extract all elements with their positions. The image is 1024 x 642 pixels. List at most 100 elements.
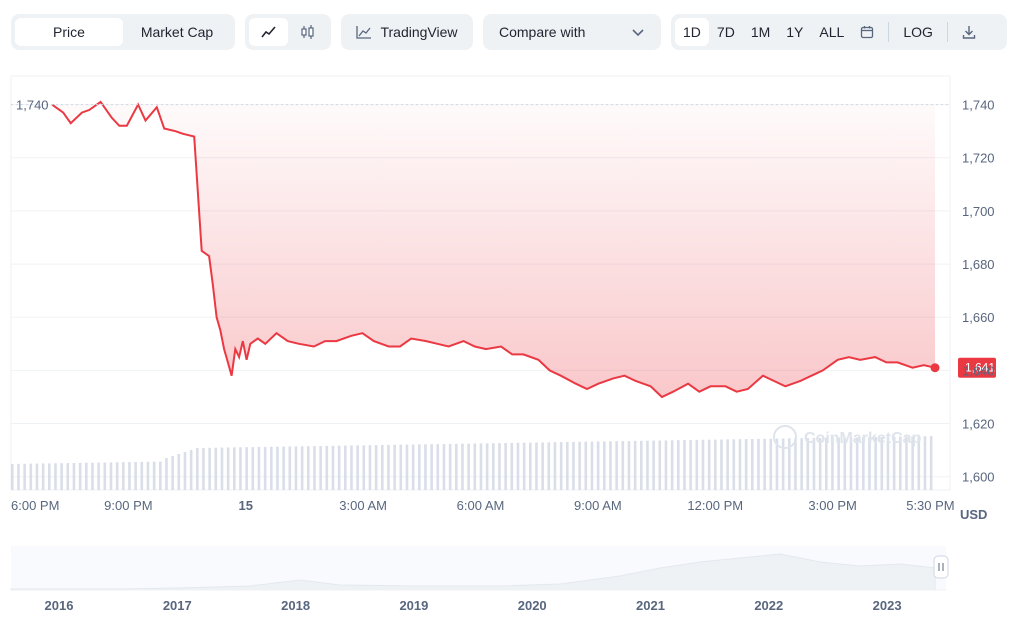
volume-bar bbox=[781, 438, 785, 490]
volume-bar bbox=[609, 441, 612, 490]
volume-bar bbox=[140, 461, 144, 490]
volume-bar bbox=[319, 446, 322, 490]
volume-bar bbox=[763, 438, 766, 490]
volume-bar bbox=[640, 440, 643, 490]
y-tick-label: 1,620 bbox=[962, 417, 995, 432]
tradingview-button[interactable]: TradingView bbox=[341, 14, 473, 50]
volume-bar bbox=[418, 444, 421, 490]
volume-bar bbox=[541, 442, 544, 490]
volume-bar bbox=[109, 462, 113, 490]
volume-bar bbox=[529, 442, 532, 490]
volume-bar bbox=[233, 447, 236, 490]
volume-bar bbox=[603, 441, 606, 490]
volume-bar bbox=[615, 441, 618, 490]
volume-bar bbox=[220, 447, 224, 490]
volume-bar bbox=[911, 436, 914, 490]
volume-bar bbox=[251, 447, 255, 490]
volume-bar bbox=[627, 441, 631, 490]
current-price-dot bbox=[930, 363, 940, 373]
volume-bar bbox=[313, 446, 316, 490]
volume-bar bbox=[282, 446, 285, 490]
volume-bar bbox=[886, 436, 890, 490]
volume-bar bbox=[436, 444, 440, 490]
volume-bar bbox=[72, 463, 76, 490]
compare-with-label: Compare with bbox=[499, 24, 586, 40]
line-chart-icon bbox=[260, 26, 276, 38]
volume-bar bbox=[270, 446, 273, 490]
volume-bar bbox=[492, 443, 495, 490]
line-chart-button[interactable] bbox=[249, 18, 288, 46]
y-tick-label: 1,700 bbox=[962, 204, 995, 219]
y-tick-label: 1,600 bbox=[962, 470, 995, 485]
volume-bar bbox=[825, 437, 828, 490]
range-1y-button[interactable]: 1Y bbox=[786, 24, 804, 40]
volume-bar bbox=[214, 447, 218, 490]
volume-bar bbox=[788, 438, 791, 490]
x-tick-label: 9:00 PM bbox=[104, 498, 152, 513]
volume-bar bbox=[350, 445, 353, 490]
volume-bar bbox=[621, 441, 625, 490]
volume-bar bbox=[664, 440, 668, 490]
volume-bar bbox=[572, 441, 575, 490]
volume-bar bbox=[695, 439, 699, 490]
volume-bar bbox=[146, 461, 150, 490]
x-tick-label: 6:00 PM bbox=[11, 498, 59, 513]
volume-bar bbox=[374, 445, 378, 490]
log-scale-button[interactable]: LOG bbox=[903, 24, 933, 40]
market-cap-tab[interactable]: Market Cap bbox=[140, 24, 214, 40]
volume-bar bbox=[399, 444, 403, 490]
volume-bar bbox=[411, 444, 415, 490]
volume-bar bbox=[683, 440, 686, 490]
compare-with-dropdown[interactable]: Compare with bbox=[483, 14, 661, 50]
volume-bar bbox=[368, 445, 372, 490]
range-1d-button[interactable]: 1D bbox=[675, 18, 709, 46]
volume-bars bbox=[11, 436, 933, 490]
y-tick-label: 1,660 bbox=[962, 310, 995, 325]
volume-bar bbox=[48, 463, 51, 490]
volume-bar bbox=[134, 462, 137, 490]
volume-bar bbox=[578, 441, 581, 490]
range-7d-button[interactable]: 7D bbox=[716, 24, 735, 40]
chevron-down-icon bbox=[632, 29, 644, 37]
volume-bar bbox=[553, 442, 557, 490]
volume-bar bbox=[122, 462, 125, 490]
volume-bar bbox=[707, 439, 711, 490]
volume-bar bbox=[239, 447, 242, 490]
volume-bar bbox=[812, 438, 816, 490]
volume-bar bbox=[23, 463, 26, 490]
date-range-button[interactable] bbox=[852, 18, 882, 46]
download-button[interactable] bbox=[954, 18, 984, 46]
watermark: CoinMarketCap bbox=[773, 425, 922, 449]
candlestick-chart-button[interactable] bbox=[288, 18, 327, 46]
x-tick-label: 5:30 PM bbox=[906, 498, 954, 513]
volume-bar bbox=[720, 439, 723, 490]
navigator-year-label: 2016 bbox=[45, 598, 74, 613]
volume-bar bbox=[899, 436, 902, 490]
navigator-chart[interactable]: 2016 2017 2018 2019 2020 2021 2022 2023 bbox=[0, 540, 1024, 640]
volume-bar bbox=[862, 437, 865, 490]
x-tick-label: 12:00 PM bbox=[687, 498, 743, 513]
navigator-year-label: 2017 bbox=[163, 598, 192, 613]
candlestick-icon bbox=[300, 25, 314, 39]
x-tick-label: 3:00 PM bbox=[808, 498, 856, 513]
volume-bar bbox=[41, 463, 45, 490]
chart-type-toggle bbox=[245, 14, 331, 50]
range-1m-button[interactable]: 1M bbox=[750, 24, 771, 40]
volume-bar bbox=[29, 463, 33, 490]
volume-bar bbox=[405, 444, 409, 490]
y-tick-label: 1,740 bbox=[962, 98, 995, 113]
volume-bar bbox=[880, 436, 884, 490]
navigator-handle[interactable] bbox=[933, 555, 949, 579]
price-tab[interactable]: Price bbox=[15, 18, 123, 46]
volume-bar bbox=[794, 438, 797, 490]
calendar-icon bbox=[861, 26, 874, 39]
volume-bar bbox=[831, 437, 834, 490]
volume-bar bbox=[461, 443, 464, 490]
current-price-text: 1,641 bbox=[965, 361, 995, 375]
volume-bar bbox=[590, 441, 594, 490]
volume-bar bbox=[806, 438, 810, 490]
price-chart[interactable]: CoinMarketCap 1,740 1,641 1,600 1,620 1,64… bbox=[0, 70, 1024, 530]
volume-bar bbox=[677, 440, 680, 490]
volume-bar bbox=[905, 436, 908, 490]
range-all-button[interactable]: ALL bbox=[819, 24, 845, 40]
